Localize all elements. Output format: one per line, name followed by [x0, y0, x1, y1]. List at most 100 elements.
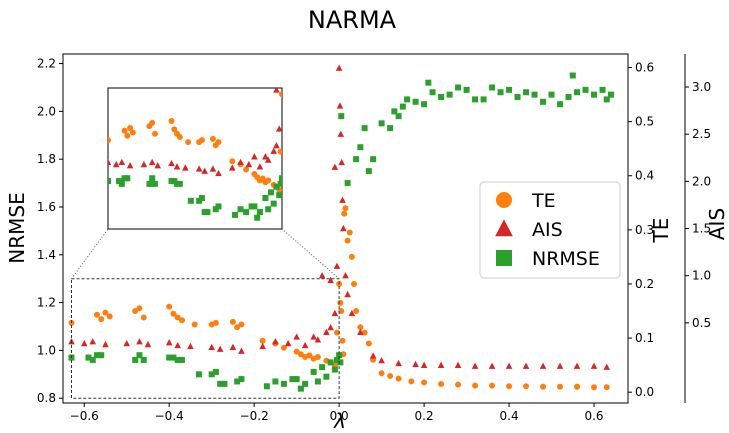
- ais-point: [539, 362, 547, 369]
- zoom-connector: [71, 228, 109, 279]
- ais-point: [488, 362, 496, 369]
- ais-tick-label: 0.5: [692, 316, 711, 330]
- ais-point: [251, 153, 258, 160]
- ais-point: [173, 163, 181, 170]
- nrmse-point: [480, 96, 487, 103]
- x-tick-label: 0.6: [584, 409, 603, 423]
- nrmse-point: [217, 380, 224, 387]
- te-point: [353, 308, 360, 315]
- te-point: [395, 375, 402, 382]
- nrmse-point: [108, 178, 111, 185]
- te-point: [506, 383, 513, 390]
- te-point: [365, 340, 372, 347]
- te-point: [574, 383, 581, 390]
- te-point: [93, 311, 100, 318]
- nrmse-point: [429, 89, 436, 96]
- nrmse-point: [399, 103, 406, 110]
- nrmse-point: [344, 180, 351, 187]
- nrmse-point: [365, 168, 372, 175]
- ais-point: [237, 158, 244, 166]
- nrmse-point: [497, 89, 504, 96]
- ais-point: [182, 164, 189, 171]
- te-point: [129, 129, 136, 136]
- ais-point: [148, 158, 156, 166]
- te-point: [337, 299, 344, 306]
- ais-point: [208, 343, 215, 351]
- ais-tick-label: 1.5: [692, 222, 711, 236]
- legend-marker-te: [496, 192, 512, 208]
- nrmse-point: [265, 206, 272, 213]
- nrmse-point: [254, 214, 261, 221]
- te-point: [136, 305, 143, 312]
- nrmse-point: [327, 359, 334, 366]
- te-tick-label: 0.2: [635, 277, 654, 291]
- legend-box: [479, 181, 621, 279]
- ais-point: [331, 163, 339, 170]
- nrmse-point: [336, 352, 343, 359]
- ais-point: [437, 361, 445, 368]
- te-point: [279, 91, 282, 98]
- nrmse-tick-label: 2.2: [37, 57, 56, 71]
- ais-point: [228, 164, 236, 171]
- ais-point: [201, 167, 208, 174]
- ais-point: [310, 333, 317, 340]
- ais-point: [118, 158, 126, 166]
- te-point: [387, 372, 394, 379]
- nrmse-point: [93, 352, 100, 359]
- ais-point: [229, 343, 237, 351]
- legend: TE AIS NRMSE: [479, 181, 621, 279]
- inset-plot: [70, 87, 340, 399]
- te-point: [265, 177, 272, 184]
- nrmse-point: [331, 366, 338, 373]
- ais-point: [301, 341, 309, 349]
- te-point: [166, 303, 173, 310]
- nrmse-point: [370, 156, 377, 163]
- nrmse-point: [208, 371, 215, 378]
- te-point: [238, 321, 245, 328]
- nrmse-point: [273, 183, 280, 190]
- ais-point: [327, 276, 334, 284]
- nrmse-point: [237, 206, 244, 213]
- nrmse-tick-label: 1.6: [37, 200, 56, 214]
- nrmse-point: [599, 86, 606, 93]
- ais-point: [245, 160, 253, 168]
- ais-tick-label: 3.0: [692, 80, 711, 94]
- ais-point: [108, 158, 112, 166]
- ais-point: [144, 340, 152, 348]
- ais-point: [262, 153, 269, 160]
- ais-point: [327, 323, 334, 331]
- te-point: [523, 383, 530, 390]
- te-point: [215, 139, 222, 146]
- nrmse-tick-label: 1.8: [37, 152, 56, 166]
- te-point: [102, 309, 109, 316]
- te-point: [346, 229, 353, 236]
- nrmse-point: [395, 113, 402, 120]
- nrmse-point: [557, 101, 564, 108]
- ais-point: [140, 160, 148, 168]
- ais-point: [454, 361, 462, 368]
- te-point: [408, 378, 415, 385]
- ais-point: [174, 341, 181, 349]
- nrmse-tick-label: 1.2: [37, 296, 56, 310]
- nrmse-point: [270, 200, 277, 207]
- ais-point: [590, 362, 598, 369]
- nrmse-point: [85, 354, 92, 361]
- nrmse-point: [378, 120, 385, 127]
- nrmse-point: [256, 209, 263, 216]
- legend-marker-ais: [495, 219, 513, 237]
- ais-point: [136, 338, 143, 345]
- nrmse-point: [277, 180, 282, 187]
- te-point: [540, 383, 547, 390]
- te-point: [127, 125, 134, 132]
- te-point: [472, 382, 479, 389]
- x-axis-label: λ: [333, 409, 346, 433]
- nrmse-point: [310, 368, 317, 375]
- nrmse-point: [302, 380, 309, 387]
- nrmse-point: [357, 144, 364, 151]
- te-point: [149, 119, 156, 126]
- nrmse-point: [337, 359, 344, 366]
- te-point: [455, 381, 462, 388]
- te-point: [297, 351, 304, 358]
- nrmse-point: [149, 175, 156, 182]
